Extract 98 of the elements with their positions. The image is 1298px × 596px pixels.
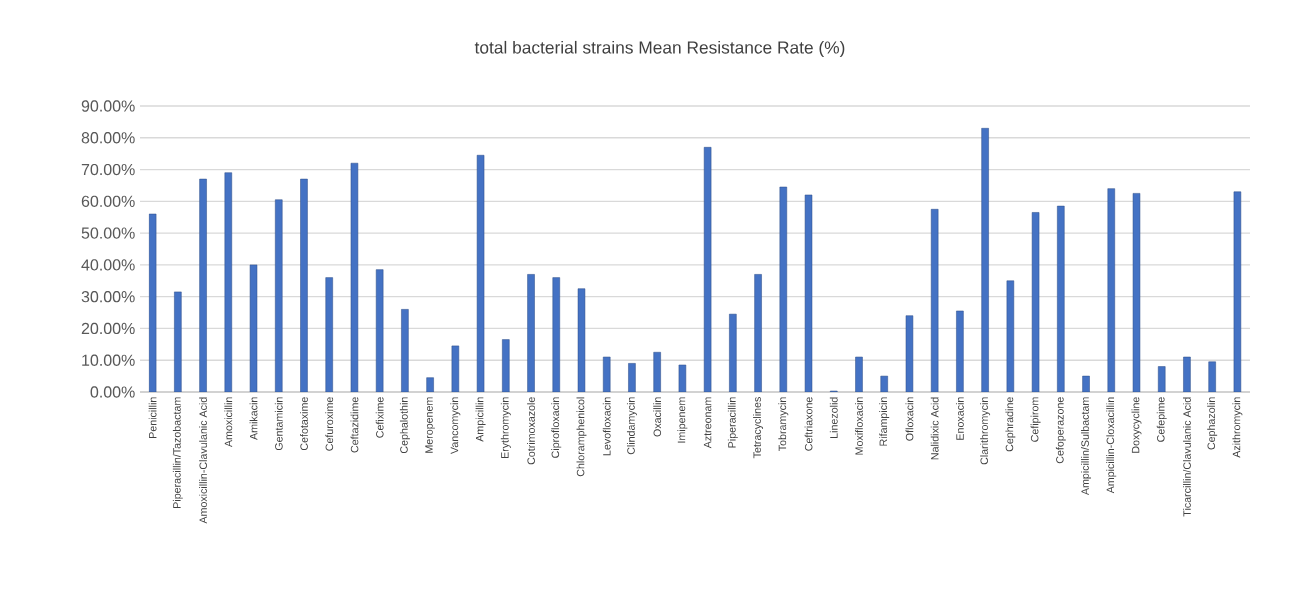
bar: [754, 274, 762, 392]
y-tick-label: 70.00%: [81, 163, 135, 176]
bar: [729, 313, 737, 392]
x-tick-label: Ticarcillin/Clavulanic Acid: [1183, 397, 1191, 517]
bar: [426, 377, 434, 392]
x-tick-label: Clarithromycin: [980, 397, 991, 465]
y-tick-label: 90.00%: [81, 100, 135, 112]
bar: [1183, 356, 1191, 392]
bar: [249, 264, 258, 392]
y-tick-label: 50.00%: [81, 227, 135, 239]
bar: [300, 178, 308, 392]
bar: [880, 375, 888, 392]
x-tick-label: Levofloxacin: [602, 397, 611, 456]
bar: [502, 339, 510, 392]
x-tick-label: Ofloxacin: [905, 397, 914, 441]
bar: [855, 356, 863, 392]
x-tick-label: Linezolid: [829, 397, 838, 438]
bar: [375, 269, 384, 392]
bar: [1107, 188, 1115, 392]
bar: [1157, 366, 1166, 392]
x-tick-label: Penicillin: [148, 397, 157, 438]
bar: [552, 277, 560, 392]
bar: [956, 310, 964, 392]
x-tick-label: Ciprofloxacin: [551, 397, 562, 458]
bar: [577, 288, 586, 392]
x-tick-label: Ampicillin-Cloxacillin: [1106, 397, 1117, 494]
bar: [527, 274, 535, 392]
bar: [401, 309, 409, 392]
bar: [930, 209, 939, 392]
x-tick-label: Cephradine: [1005, 397, 1016, 452]
y-tick-label: 60.00%: [81, 195, 135, 207]
x-tick-label: Cephalothin: [399, 397, 410, 454]
bar: [628, 363, 636, 392]
x-tick-label: Amoxicillin: [224, 397, 233, 448]
x-tick-label: Azithromycin: [1232, 397, 1243, 458]
y-tick-label: 40.00%: [81, 259, 135, 271]
x-tick-label: Erythromycin: [500, 397, 511, 459]
x-tick-label: Cefuroxime: [325, 397, 334, 451]
x-tick-label: Chloramphenicol: [576, 397, 587, 477]
x-tick-label: Tetracyclines: [753, 397, 764, 459]
x-tick-label: Amoxicillin-Clavulanic Acid: [199, 397, 207, 524]
x-tick-label: Cefoperazone: [1055, 397, 1066, 464]
x-tick-label: Nalidixic Acid: [930, 397, 939, 460]
x-tick-label: Piperacillin/Tazobactam: [172, 397, 183, 508]
bar: [1233, 191, 1242, 392]
bar: [678, 364, 687, 392]
chart-title: total bacterial strains Mean Resistance Rate (%): [474, 40, 845, 58]
x-tick-label: Piperacillin: [727, 397, 738, 448]
x-tick-label: Cephazolin: [1207, 397, 1218, 450]
x-tick-label: Amikacin: [249, 397, 258, 440]
bar: [174, 291, 182, 392]
y-tick-label: 80.00%: [81, 132, 135, 144]
x-tick-label: Cotrimoxazole: [527, 397, 535, 465]
bar: [779, 186, 788, 392]
x-tick-label: Tobramycin: [778, 397, 789, 452]
bar: [703, 147, 712, 392]
y-tick-label: 20.00%: [81, 322, 135, 335]
x-tick-label: Cefotaxime: [300, 397, 308, 451]
x-tick-label: Ampicillin: [475, 397, 486, 442]
x-tick-label: Oxacillin: [653, 397, 662, 437]
y-tick-label: 0.00%: [90, 386, 135, 398]
x-tick-label: Cefipirom: [1030, 397, 1041, 442]
x-tick-label: Aztreonam: [703, 397, 712, 449]
x-tick-label: Moxifloxacin: [855, 397, 863, 455]
bar: [224, 172, 233, 392]
bar: [199, 178, 207, 392]
bar: [602, 356, 611, 392]
bar: [1031, 212, 1040, 392]
bar: [350, 162, 359, 392]
x-tick-label: Ceftazidime: [350, 397, 359, 453]
y-tick-label: 10.00%: [82, 354, 135, 366]
bar: [476, 154, 485, 392]
x-tick-label: Gentamicin: [274, 397, 283, 451]
x-tick-label: Cefepime: [1156, 397, 1167, 442]
x-tick-label: Doxycycline: [1131, 397, 1142, 453]
x-tick-label: Meropenem: [425, 397, 435, 453]
x-tick-label: Imipenem: [677, 397, 688, 443]
bar: [451, 345, 460, 392]
bar: [325, 277, 333, 392]
x-tick-label: Clindamycin: [626, 397, 637, 455]
bar: [804, 194, 813, 392]
x-tick-label: Ampicillin/Sulbactam: [1081, 397, 1092, 496]
bar: [1132, 193, 1141, 392]
x-tick-label: Enoxacin: [955, 397, 964, 440]
bar: [1082, 375, 1090, 392]
x-tick-label: Ceftriaxone: [804, 397, 813, 451]
bar: [905, 315, 914, 392]
bar: [1057, 205, 1065, 392]
bar: [275, 199, 283, 392]
y-tick-label: 30.00%: [81, 291, 135, 303]
x-tick-label: Vancomycin: [450, 397, 461, 454]
bar: [148, 213, 157, 392]
bar: [1208, 361, 1216, 392]
bar: [1006, 280, 1015, 392]
bar: [653, 352, 661, 392]
bar: [981, 127, 989, 392]
x-tick-label: Cefixime: [375, 397, 384, 438]
x-tick-label: Rifampicin: [879, 397, 890, 446]
